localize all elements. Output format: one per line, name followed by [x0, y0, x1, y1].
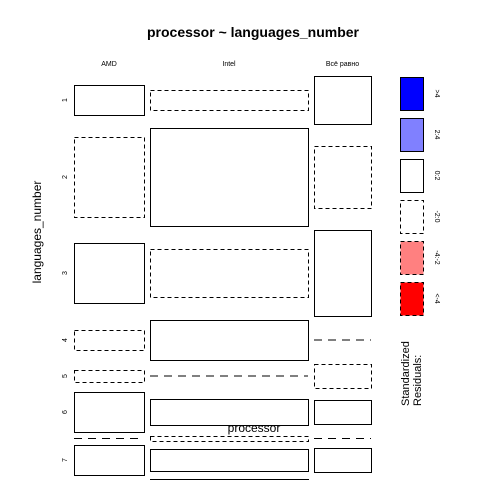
- mosaic-cell: [314, 76, 372, 125]
- chart-title: processor ~ languages_number: [147, 24, 360, 40]
- legend-swatch: [400, 282, 424, 316]
- row-label: 2: [62, 175, 69, 179]
- mosaic-cell: [150, 320, 309, 361]
- column-labels: AMD Intel Всё равно: [101, 61, 359, 68]
- mosaic-cell: [74, 85, 145, 116]
- legend-label: 0:2: [433, 171, 440, 181]
- row-label: 4: [62, 338, 69, 342]
- legend-label: -4:-2: [433, 250, 440, 265]
- legend-swatch: [400, 159, 424, 193]
- mosaic-cell: [314, 146, 372, 209]
- mosaic-cell: [74, 445, 145, 476]
- legend-swatch: [400, 118, 424, 152]
- column-label: Intel: [222, 61, 236, 68]
- row-label: 3: [62, 271, 69, 275]
- mosaic-cell: [74, 370, 145, 383]
- legend-swatch: [400, 241, 424, 275]
- legend-swatch: [400, 200, 424, 234]
- mosaic-cell: [150, 399, 309, 426]
- row-label: 1: [62, 98, 69, 102]
- mosaic-cell: [314, 230, 372, 317]
- mosaic-cell: [314, 364, 372, 389]
- mosaic-cell: [74, 243, 145, 304]
- row-label: 6: [62, 410, 69, 414]
- mosaic-cell: [74, 137, 145, 218]
- legend-label: -2:0: [433, 210, 440, 222]
- column-label: Всё равно: [326, 61, 359, 68]
- row-labels: 12345671098: [62, 98, 69, 462]
- mosaic-cell: [314, 448, 372, 473]
- mosaic-cell: [74, 330, 145, 351]
- mosaic-cell: [150, 128, 309, 227]
- mosaic-cell: [150, 90, 309, 111]
- mosaic-cells: [74, 76, 372, 480]
- residual-legend: >4 2:4 0:2 -2:0 -4:-2 <-4 Standardized Residual…: [400, 77, 440, 406]
- legend-title-line1: Standardized: [400, 341, 412, 406]
- mosaic-cell: [150, 249, 309, 298]
- legend-title-line2: Residuals:: [412, 355, 424, 406]
- legend-swatch: [400, 77, 424, 111]
- row-label: 5: [62, 374, 69, 378]
- mosaic-cell: [74, 392, 145, 433]
- legend-label: >4: [433, 90, 440, 98]
- mosaic-cell: [314, 400, 372, 425]
- mosaic-cell: [150, 449, 309, 472]
- mosaic-cell: [150, 436, 309, 442]
- legend-label: 2:4: [433, 130, 440, 140]
- row-label: 7: [62, 458, 69, 462]
- column-label: AMD: [101, 61, 117, 68]
- legend-label: <-4: [433, 293, 440, 303]
- y-axis-title: languages_number: [30, 181, 44, 284]
